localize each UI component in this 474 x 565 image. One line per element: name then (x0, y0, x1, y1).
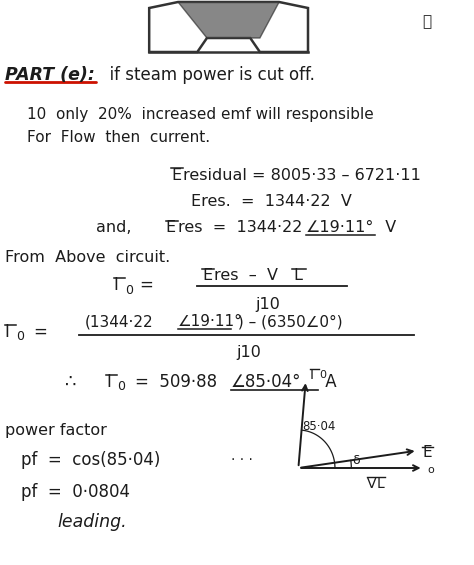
Text: · · ·: · · · (231, 453, 253, 467)
Text: ) – (6350∠0°): ) – (6350∠0°) (233, 315, 343, 329)
Text: j10: j10 (236, 345, 261, 359)
Text: ∠85·04°: ∠85·04° (231, 373, 301, 391)
Text: I: I (114, 276, 118, 294)
Text: δ: δ (352, 454, 360, 467)
Text: ∠19·11°: ∠19·11° (306, 220, 374, 236)
Text: I: I (106, 373, 111, 391)
Text: V: V (375, 220, 397, 236)
Text: 10  only  20%  increased emf will responsible: 10 only 20% increased emf will responsib… (27, 107, 374, 123)
Text: pf  =  0·0804: pf = 0·0804 (21, 483, 130, 501)
Text: E: E (202, 268, 212, 284)
Text: From  Above  circuit.: From Above circuit. (5, 250, 170, 264)
Text: PART (e):: PART (e): (5, 66, 95, 84)
Text: For  Flow  then  current.: For Flow then current. (27, 131, 210, 146)
Text: =  509·88: = 509·88 (135, 373, 217, 391)
Text: L: L (293, 268, 302, 284)
Text: and,: and, (96, 220, 132, 236)
Text: (1344·22: (1344·22 (85, 315, 153, 329)
Text: o: o (428, 465, 434, 475)
Text: leading.: leading. (58, 513, 128, 531)
Polygon shape (178, 2, 279, 38)
Text: res  =  1344·22: res = 1344·22 (178, 220, 302, 236)
Text: E: E (165, 220, 176, 236)
Text: A: A (319, 373, 336, 391)
Text: power factor: power factor (5, 423, 107, 437)
Text: 85·04: 85·04 (302, 419, 336, 432)
Text: E: E (171, 167, 182, 182)
Text: ∴: ∴ (65, 373, 77, 391)
Text: pf  =  cos(85·04): pf = cos(85·04) (21, 451, 161, 469)
Text: =: = (139, 276, 154, 294)
Text: 0: 0 (17, 331, 24, 344)
Text: I: I (310, 368, 314, 383)
Text: res  –  V: res – V (214, 268, 278, 284)
Text: ⑪: ⑪ (422, 15, 431, 29)
Text: ∠19·11°: ∠19·11° (178, 315, 243, 329)
Text: I: I (5, 323, 9, 341)
Text: =: = (34, 323, 47, 341)
Text: residual = 8005·33 – 6721·11: residual = 8005·33 – 6721·11 (183, 167, 421, 182)
Text: j10: j10 (255, 297, 280, 311)
Text: if steam power is cut off.: if steam power is cut off. (99, 66, 315, 84)
Text: E: E (422, 445, 432, 460)
Text: 0: 0 (118, 380, 126, 393)
Text: Eres.  =  1344·22  V: Eres. = 1344·22 V (191, 194, 351, 210)
Text: 0: 0 (319, 370, 326, 380)
Text: 0: 0 (125, 284, 133, 297)
Text: V: V (367, 477, 377, 491)
Text: L: L (377, 477, 384, 491)
